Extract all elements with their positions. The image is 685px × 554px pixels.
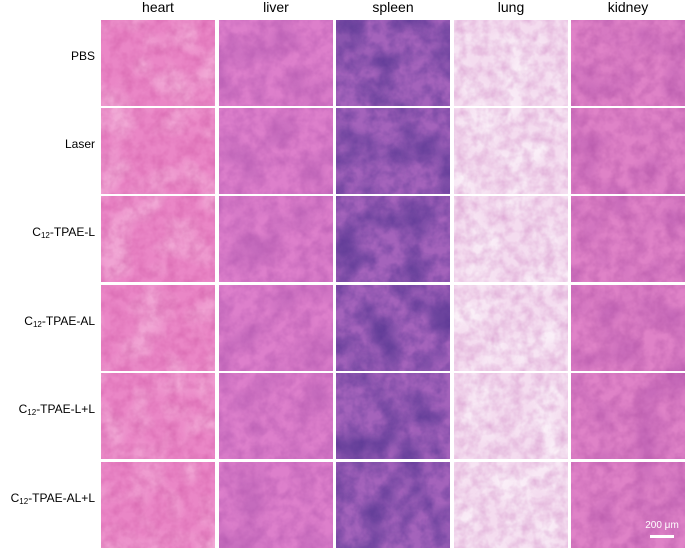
tissue-texture — [571, 285, 685, 371]
tissue-texture — [336, 196, 450, 282]
row-label: C12-TPAE-L+L — [19, 402, 96, 417]
row-label: PBS — [71, 49, 95, 63]
tissue-image — [101, 196, 215, 282]
tissue-texture — [571, 373, 685, 459]
scale-bar — [650, 535, 674, 538]
tissue-texture — [454, 462, 568, 548]
label-part: -TPAE-AL+L — [28, 491, 95, 505]
column-header: heart — [142, 0, 174, 15]
subscript: 12 — [19, 497, 28, 506]
tissue-texture — [219, 196, 333, 282]
tissue-texture — [101, 196, 215, 282]
label-part: PBS — [71, 49, 95, 63]
tissue-texture — [101, 285, 215, 371]
tissue-image — [101, 285, 215, 371]
row-label: C12-TPAE-AL — [24, 314, 95, 329]
tissue-texture — [571, 20, 685, 106]
tissue-image — [219, 373, 333, 459]
tissue-image — [101, 108, 215, 194]
tissue-image — [336, 462, 450, 548]
subscript: 12 — [41, 231, 50, 240]
tissue-image — [336, 196, 450, 282]
tissue-texture — [454, 373, 568, 459]
tissue-texture — [454, 285, 568, 371]
label-part: C — [24, 314, 33, 328]
tissue-image — [454, 462, 568, 548]
tissue-texture — [219, 108, 333, 194]
tissue-image — [336, 285, 450, 371]
tissue-texture — [101, 373, 215, 459]
tissue-image — [219, 462, 333, 548]
column-header: lung — [498, 0, 524, 15]
tissue-texture — [454, 20, 568, 106]
tissue-image — [571, 462, 685, 548]
tissue-texture — [454, 108, 568, 194]
tissue-texture — [219, 373, 333, 459]
column-header: spleen — [372, 0, 413, 15]
tissue-image — [454, 285, 568, 371]
tissue-image — [571, 108, 685, 194]
tissue-image — [571, 196, 685, 282]
tissue-texture — [336, 20, 450, 106]
label-part: -TPAE-AL — [42, 314, 95, 328]
tissue-texture — [219, 20, 333, 106]
tissue-texture — [571, 108, 685, 194]
tissue-texture — [336, 462, 450, 548]
column-header: liver — [263, 0, 289, 15]
tissue-texture — [336, 108, 450, 194]
label-part: -TPAE-L+L — [36, 402, 95, 416]
tissue-texture — [336, 373, 450, 459]
tissue-image — [219, 20, 333, 106]
tissue-image — [219, 108, 333, 194]
label-part: C — [32, 225, 41, 239]
tissue-image — [454, 196, 568, 282]
tissue-image — [571, 373, 685, 459]
column-header: kidney — [608, 0, 648, 15]
tissue-image — [101, 373, 215, 459]
subscript: 12 — [27, 408, 36, 417]
tissue-image — [454, 20, 568, 106]
tissue-image — [571, 285, 685, 371]
tissue-image — [219, 285, 333, 371]
tissue-image — [336, 373, 450, 459]
tissue-texture — [571, 196, 685, 282]
scale-bar-label: 200 μm — [645, 520, 679, 531]
label-part: C — [11, 491, 20, 505]
tissue-texture — [219, 462, 333, 548]
subscript: 12 — [33, 320, 42, 329]
tissue-image — [101, 462, 215, 548]
tissue-image — [336, 108, 450, 194]
tissue-texture — [101, 108, 215, 194]
label-part: Laser — [65, 137, 95, 151]
tissue-texture — [101, 462, 215, 548]
tissue-image — [219, 196, 333, 282]
label-part: C — [19, 402, 28, 416]
tissue-image — [336, 20, 450, 106]
row-label: C12-TPAE-AL+L — [11, 491, 96, 506]
tissue-texture — [454, 196, 568, 282]
tissue-image — [454, 108, 568, 194]
tissue-image — [571, 20, 685, 106]
row-label: Laser — [65, 137, 95, 151]
label-part: -TPAE-L — [50, 225, 95, 239]
tissue-image — [454, 373, 568, 459]
tissue-texture — [219, 285, 333, 371]
tissue-image — [101, 20, 215, 106]
tissue-texture — [101, 20, 215, 106]
tissue-texture — [571, 462, 685, 548]
row-label: C12-TPAE-L — [32, 225, 95, 240]
tissue-texture — [336, 285, 450, 371]
